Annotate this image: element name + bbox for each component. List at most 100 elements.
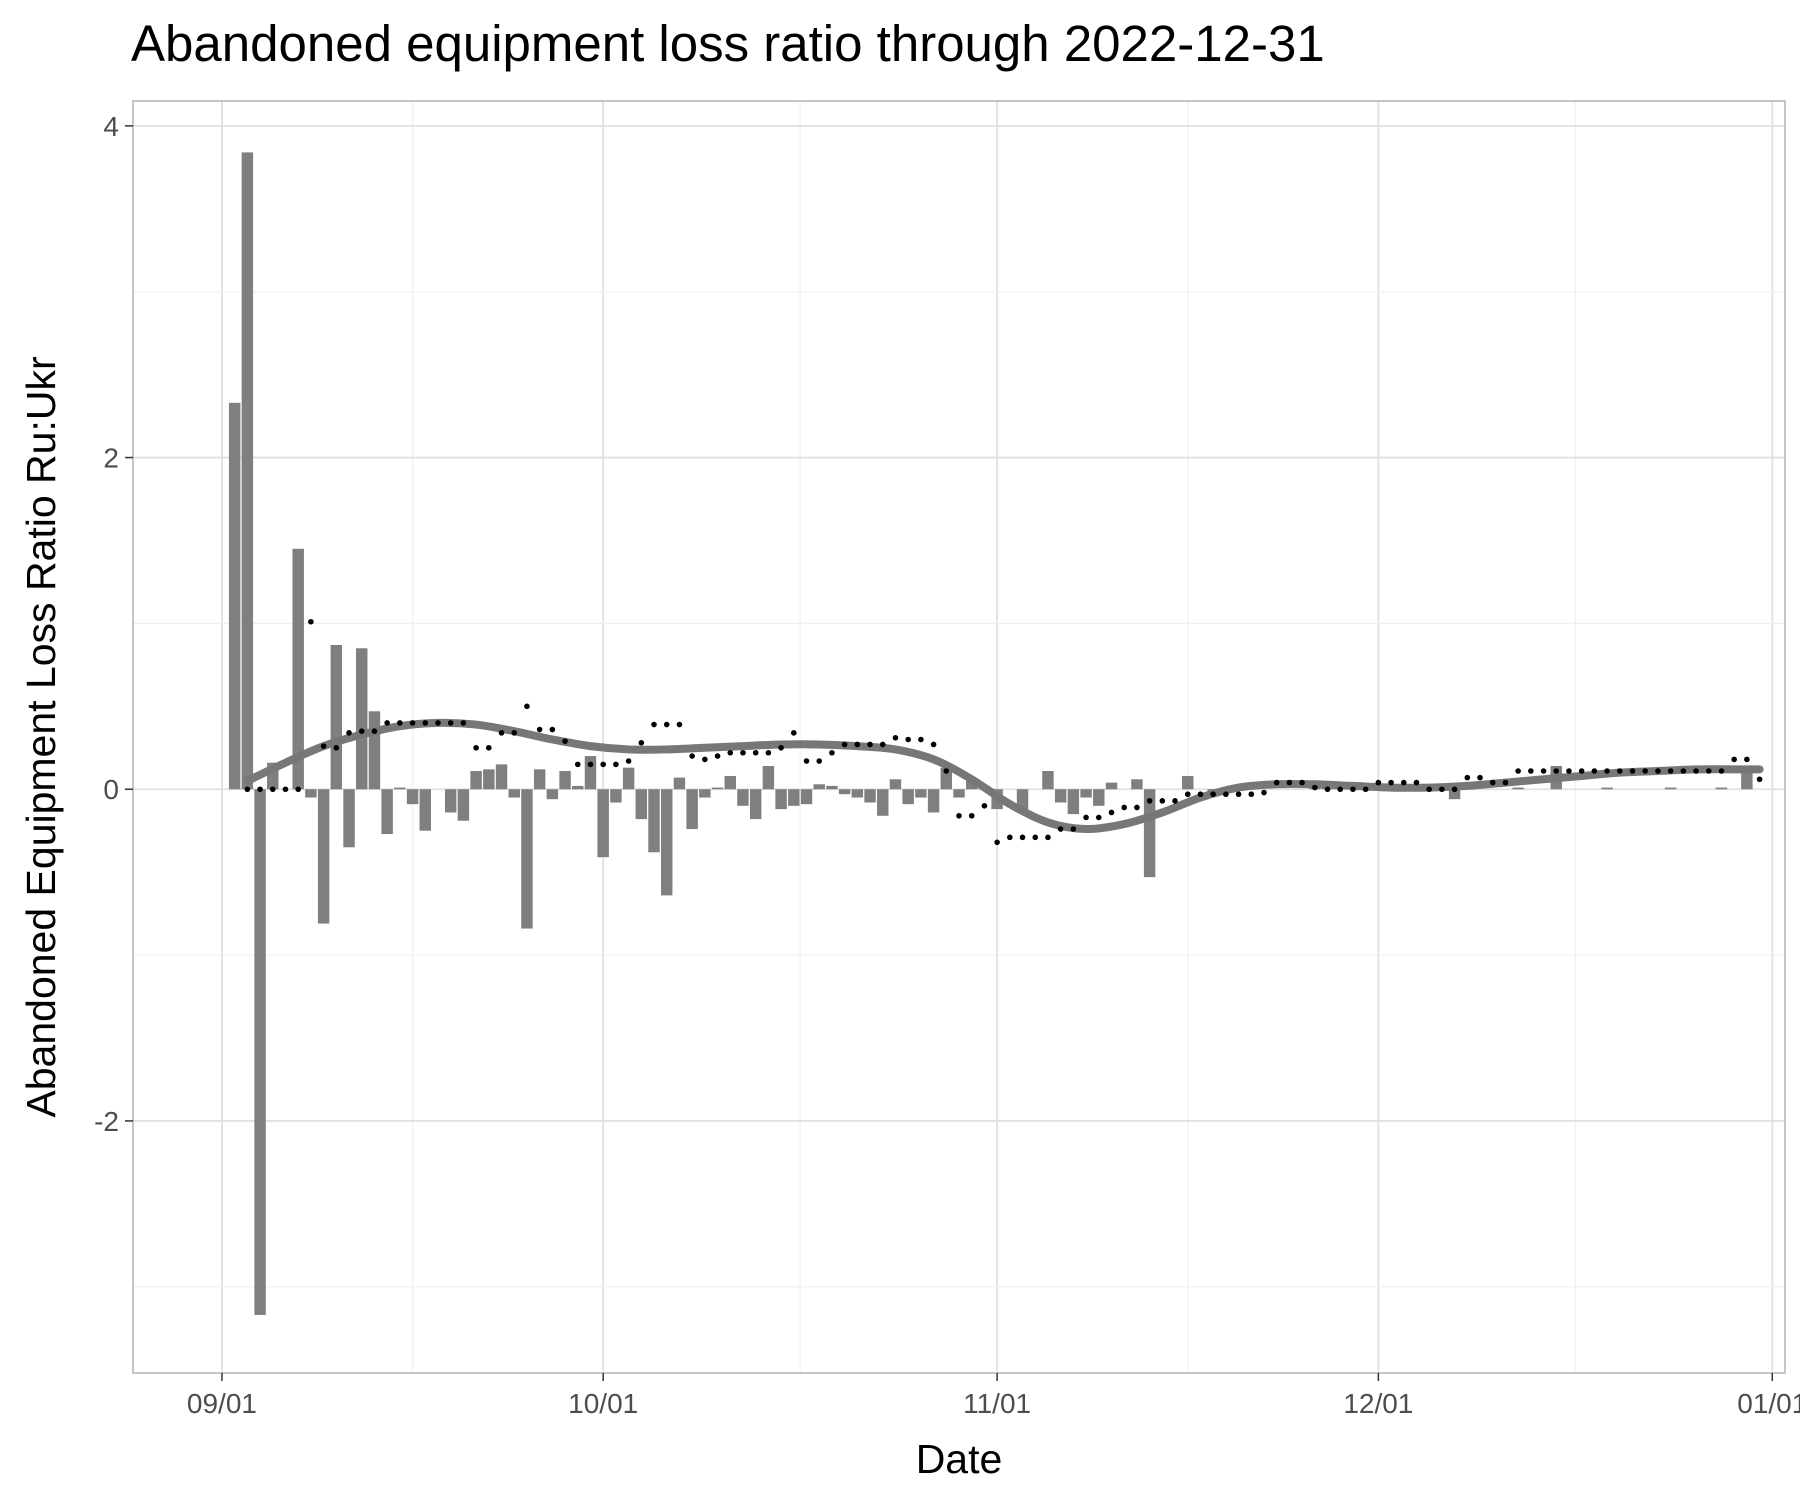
- data-point: [943, 768, 950, 774]
- data-point: [1540, 768, 1547, 774]
- data-point: [1299, 779, 1305, 786]
- bar: [788, 789, 800, 806]
- data-point: [1528, 768, 1534, 774]
- data-point: [473, 744, 479, 751]
- data-point: [1705, 768, 1712, 774]
- data-point: [663, 721, 670, 728]
- data-point: [1146, 798, 1153, 804]
- bar: [800, 789, 813, 805]
- data-point: [333, 744, 340, 751]
- data-point: [1642, 768, 1649, 774]
- bar: [572, 785, 584, 790]
- data-point: [498, 730, 505, 736]
- data-point: [1464, 774, 1471, 781]
- bar-series: [228, 152, 1753, 1315]
- data-point: [511, 730, 518, 736]
- data-point: [854, 741, 861, 748]
- bar: [267, 762, 279, 790]
- gridlines: [133, 101, 1785, 1373]
- bar: [546, 789, 559, 800]
- bar: [965, 780, 978, 790]
- data-point: [1095, 814, 1102, 821]
- bar: [228, 402, 241, 790]
- data-point: [524, 703, 530, 710]
- bar: [775, 789, 787, 810]
- data-point: [1718, 768, 1725, 774]
- data-point: [1032, 834, 1039, 841]
- data-point: [778, 744, 784, 751]
- x-tick-label: 09/01: [187, 1388, 257, 1419]
- data-point: [1667, 768, 1674, 774]
- bar: [1182, 775, 1194, 790]
- data-point: [803, 758, 810, 764]
- data-point: [1134, 804, 1140, 811]
- data-point: [1083, 814, 1089, 821]
- y-tick-label: 2: [103, 443, 119, 474]
- data-point: [1121, 804, 1127, 811]
- x-axis-title: Date: [916, 1436, 1003, 1482]
- y-axis-title: Abandoned Equipment Loss Ratio Ru:Ukr: [18, 356, 64, 1117]
- bar: [381, 789, 393, 835]
- y-tick-label: -2: [94, 1106, 119, 1137]
- data-point: [1680, 768, 1687, 774]
- bar: [1042, 770, 1054, 790]
- bar: [1741, 766, 1753, 790]
- bar: [1054, 789, 1067, 803]
- smooth-line: [243, 718, 1764, 834]
- data-point: [879, 741, 886, 748]
- bar: [940, 767, 953, 790]
- bar: [686, 789, 698, 830]
- y-tick-label: 0: [103, 774, 119, 805]
- data-point: [1604, 768, 1610, 774]
- bar: [737, 789, 749, 806]
- data-point: [409, 720, 416, 726]
- bar: [1664, 787, 1677, 790]
- bar: [1143, 789, 1156, 878]
- point-series: [244, 618, 1763, 846]
- bar: [1131, 779, 1143, 790]
- data-point: [1451, 786, 1458, 793]
- data-point: [587, 761, 594, 768]
- data-point: [1553, 768, 1560, 774]
- data-point: [1350, 786, 1356, 793]
- data-point: [981, 803, 988, 809]
- data-point: [905, 736, 911, 743]
- bar: [902, 789, 914, 805]
- data-point: [752, 749, 759, 756]
- bar: [457, 789, 470, 821]
- bar: [1512, 787, 1524, 790]
- bar: [406, 789, 419, 805]
- data-point: [308, 618, 314, 625]
- bar: [368, 711, 381, 790]
- bar: [915, 789, 927, 798]
- bar: [470, 770, 482, 790]
- data-point: [1477, 774, 1483, 781]
- bar: [1601, 787, 1613, 790]
- data-point: [1019, 834, 1026, 841]
- data-point: [638, 740, 645, 746]
- data-point: [1248, 791, 1255, 798]
- bar: [1715, 787, 1728, 790]
- data-point: [346, 730, 352, 736]
- data-point: [1210, 791, 1216, 798]
- data-point: [1400, 779, 1407, 786]
- bar: [762, 766, 775, 790]
- data-point: [765, 749, 772, 756]
- data-point: [536, 726, 543, 733]
- data-point: [867, 741, 873, 748]
- data-point: [1007, 834, 1013, 841]
- bar: [521, 789, 533, 929]
- smooth-series: [243, 718, 1764, 834]
- data-point: [1744, 756, 1750, 763]
- y-tick-label: 4: [103, 111, 119, 142]
- data-point: [714, 753, 721, 759]
- bar: [356, 648, 368, 790]
- x-axis: 09/01 10/01 11/01 12/01 01/01: [187, 1373, 1800, 1419]
- data-point: [1324, 786, 1331, 793]
- data-point: [1756, 776, 1763, 783]
- bar: [813, 784, 825, 790]
- data-point: [1184, 791, 1191, 798]
- bar: [343, 789, 355, 848]
- bar: [597, 789, 609, 858]
